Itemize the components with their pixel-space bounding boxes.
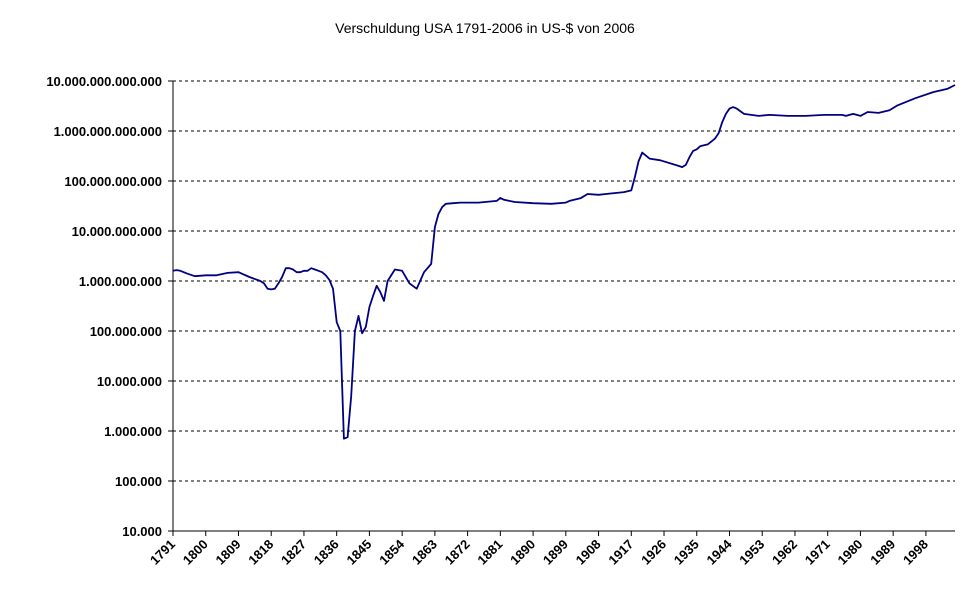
y-tick-label: 1.000.000 xyxy=(104,424,162,439)
x-tick-label: 1881 xyxy=(474,537,505,568)
x-tick-label: 1818 xyxy=(245,537,276,568)
y-tick-label: 10.000.000.000 xyxy=(72,224,162,239)
x-tick-label: 1899 xyxy=(540,537,571,568)
x-axis-ticks: 1791 1800 1809 1818 1827 1836 1845 1854 1863 1872… xyxy=(147,536,931,568)
y-tick-label: 100.000.000 xyxy=(90,324,162,339)
x-tick-label: 1836 xyxy=(311,537,342,568)
x-tick-label: 1890 xyxy=(507,537,538,568)
x-tick-label: 1935 xyxy=(671,537,702,568)
y-tick-label: 10.000.000 xyxy=(97,374,162,389)
y-tick-label: 1.000.000.000.000 xyxy=(54,124,162,139)
y-tick-label: 100.000 xyxy=(115,474,162,489)
x-tick-label: 1989 xyxy=(867,537,898,568)
y-tick-label: 10.000.000.000.000 xyxy=(46,74,162,89)
x-tick-label: 1926 xyxy=(638,537,669,568)
x-tick-label: 1863 xyxy=(409,537,440,568)
y-tick-label: 10.000 xyxy=(122,524,162,539)
y-axis-ticks: 10.000 100.000 1.000.000 10.000.000 100.000.… xyxy=(46,74,162,539)
x-tick-label: 1854 xyxy=(376,536,408,568)
chart-title: Verschuldung USA 1791-2006 in US-$ von 2… xyxy=(335,20,635,36)
x-tick-label: 1908 xyxy=(573,537,604,568)
x-tick-label: 1953 xyxy=(736,537,767,568)
x-tick-label: 1791 xyxy=(147,537,178,568)
x-tick-label: 1917 xyxy=(605,537,636,568)
x-tick-label: 1809 xyxy=(213,537,244,568)
x-tick-label: 1800 xyxy=(180,537,211,568)
x-tick-label: 1845 xyxy=(343,537,374,568)
y-tick-label: 100.000.000.000 xyxy=(64,174,162,189)
x-tick-label: 1827 xyxy=(278,537,309,568)
x-tick-label: 1872 xyxy=(442,537,473,568)
x-tick-label: 1980 xyxy=(834,537,865,568)
x-tick-label: 1944 xyxy=(704,536,736,568)
y-tick-label: 1.000.000.000 xyxy=(79,274,162,289)
series-line xyxy=(172,84,956,440)
x-tick-label: 1998 xyxy=(900,537,931,568)
gridlines xyxy=(173,80,955,482)
axes xyxy=(168,80,955,536)
x-tick-label: 1971 xyxy=(802,537,833,568)
x-tick-label: 1962 xyxy=(769,537,800,568)
series xyxy=(172,84,956,440)
